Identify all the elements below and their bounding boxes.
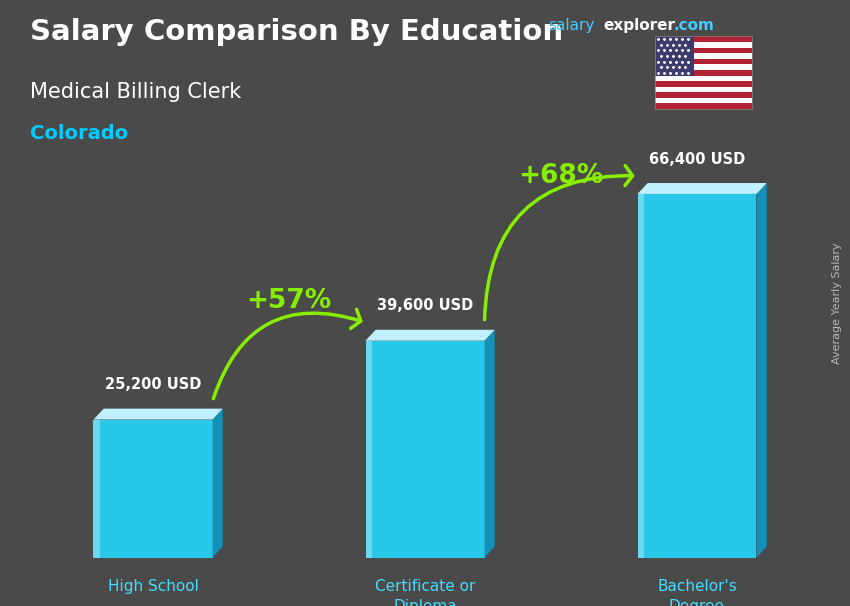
Text: Medical Billing Clerk: Medical Billing Clerk bbox=[30, 82, 241, 102]
Polygon shape bbox=[638, 183, 767, 194]
Polygon shape bbox=[94, 408, 223, 419]
Text: Colorado: Colorado bbox=[30, 124, 127, 143]
Text: Average Yearly Salary: Average Yearly Salary bbox=[832, 242, 842, 364]
Polygon shape bbox=[94, 419, 212, 558]
Bar bbox=[654, 98, 752, 104]
Polygon shape bbox=[212, 408, 223, 558]
Polygon shape bbox=[94, 419, 100, 558]
Polygon shape bbox=[366, 341, 372, 558]
Text: +57%: +57% bbox=[246, 288, 332, 315]
FancyArrowPatch shape bbox=[484, 165, 632, 320]
Text: Certificate or
Diploma: Certificate or Diploma bbox=[375, 579, 475, 606]
Text: 66,400 USD: 66,400 USD bbox=[649, 152, 745, 167]
Text: explorer: explorer bbox=[604, 18, 676, 33]
Text: 25,200 USD: 25,200 USD bbox=[105, 378, 201, 392]
Polygon shape bbox=[366, 330, 495, 341]
Bar bbox=[654, 42, 752, 47]
Polygon shape bbox=[484, 330, 495, 558]
Bar bbox=[654, 36, 752, 42]
Bar bbox=[654, 76, 752, 81]
FancyArrowPatch shape bbox=[213, 309, 360, 399]
Bar bbox=[654, 36, 694, 76]
Polygon shape bbox=[366, 341, 484, 558]
Text: High School: High School bbox=[108, 579, 198, 594]
Bar bbox=[654, 87, 752, 92]
Bar bbox=[654, 92, 752, 98]
Bar bbox=[654, 36, 752, 109]
Bar bbox=[654, 104, 752, 109]
Text: 39,600 USD: 39,600 USD bbox=[377, 298, 473, 313]
Polygon shape bbox=[638, 194, 756, 558]
Bar bbox=[654, 81, 752, 87]
Text: Bachelor's
Degree: Bachelor's Degree bbox=[657, 579, 737, 606]
Polygon shape bbox=[638, 194, 644, 558]
Text: Salary Comparison By Education: Salary Comparison By Education bbox=[30, 18, 563, 46]
Bar bbox=[654, 53, 752, 59]
Text: .com: .com bbox=[673, 18, 714, 33]
Bar bbox=[654, 47, 752, 53]
Bar bbox=[654, 70, 752, 76]
Text: +68%: +68% bbox=[518, 164, 604, 190]
Bar bbox=[654, 64, 752, 70]
Bar bbox=[654, 59, 752, 64]
Polygon shape bbox=[756, 183, 767, 558]
Text: salary: salary bbox=[548, 18, 595, 33]
